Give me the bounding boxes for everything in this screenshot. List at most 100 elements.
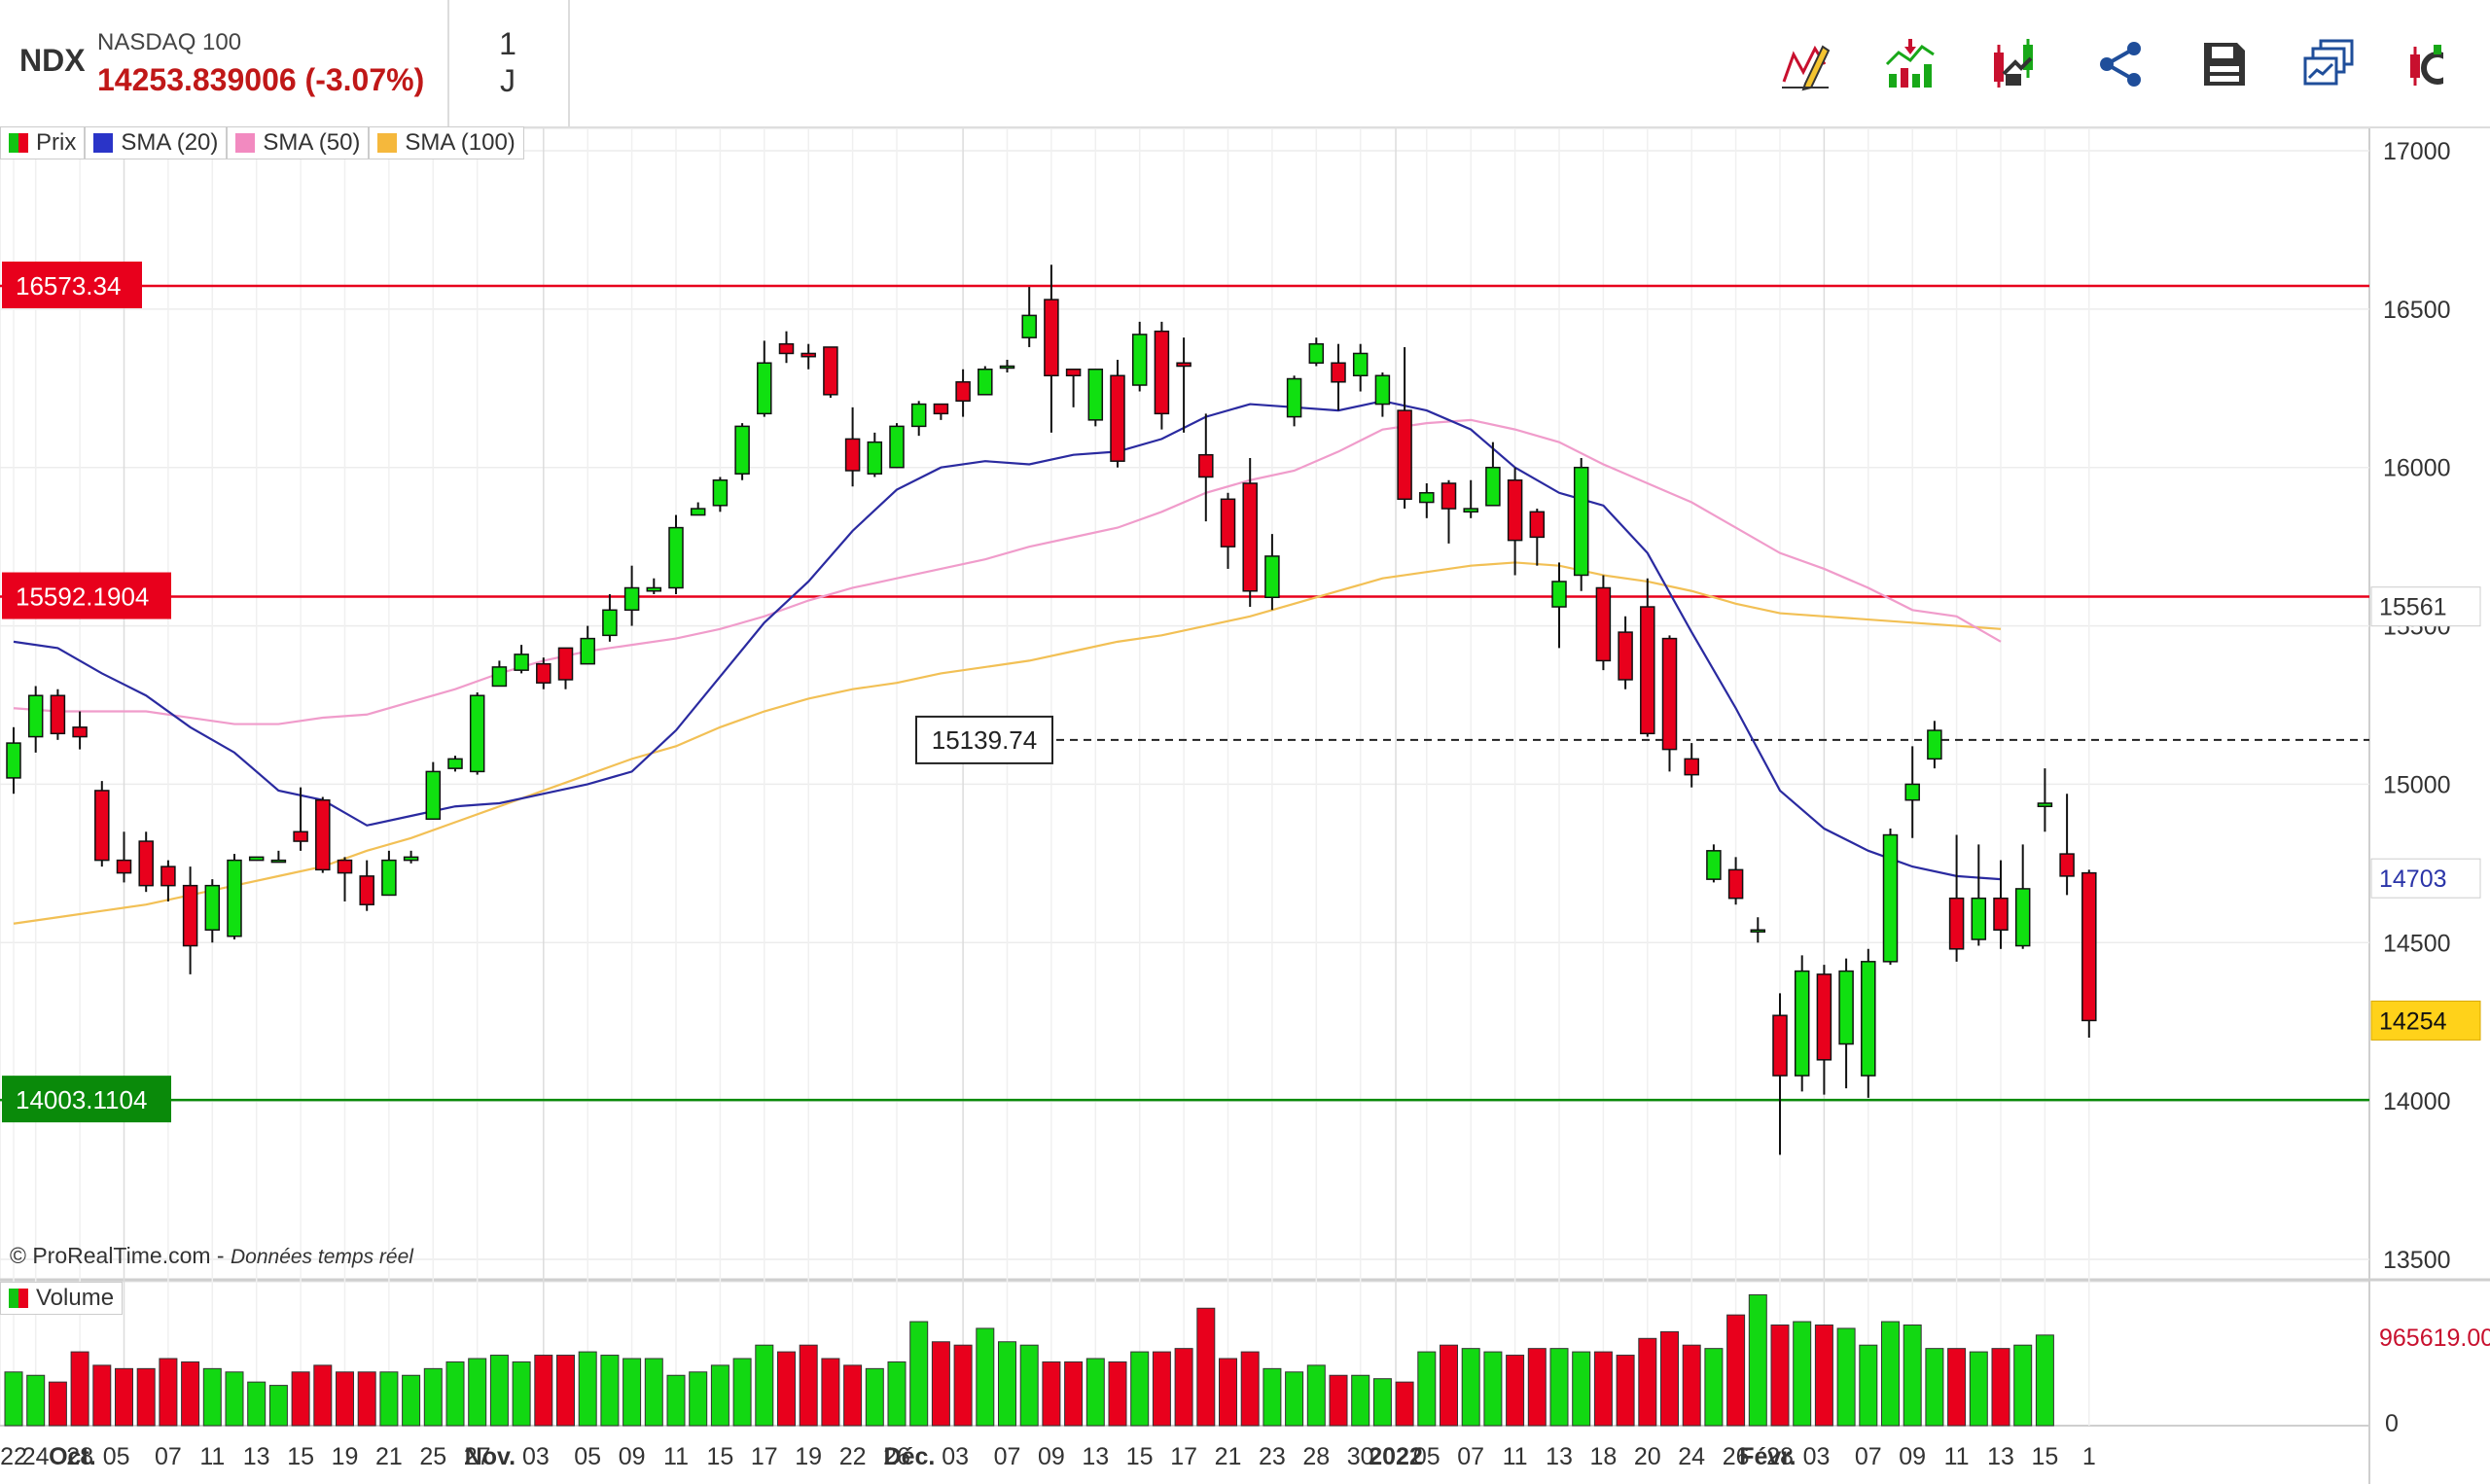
volume-bar <box>247 1381 267 1427</box>
x-tick-label: 17 <box>1170 1443 1197 1470</box>
volume-bar <box>1152 1351 1171 1427</box>
x-tick-label: 22 <box>839 1443 867 1470</box>
volume-bar <box>1506 1355 1525 1427</box>
candle-body <box>1618 631 1633 681</box>
volume-bar <box>445 1360 465 1427</box>
drawing-tools-button[interactable] <box>1776 35 1834 93</box>
settings-button[interactable] <box>2404 35 2443 93</box>
drawing-tools-icon <box>1782 45 1831 91</box>
candle <box>1485 442 1501 507</box>
candle <box>1661 635 1678 772</box>
legend-item-volume[interactable]: Volume <box>0 1282 124 1315</box>
candle <box>580 625 595 665</box>
volume-bar <box>423 1367 443 1427</box>
x-tick-label: 11 <box>199 1443 225 1470</box>
x-tick-label: 18 <box>1589 1443 1617 1470</box>
legend-item-sma20[interactable]: SMA (20) <box>85 126 228 159</box>
candle-body <box>1154 330 1170 415</box>
volume-bar <box>732 1358 752 1427</box>
legend-item-price[interactable]: Prix <box>0 126 86 159</box>
candle <box>6 726 21 795</box>
volume-bar <box>1682 1344 1701 1427</box>
legend-item-sma50[interactable]: SMA (50) <box>227 126 370 159</box>
trading-button[interactable] <box>1986 35 2045 93</box>
volume-bar <box>268 1385 288 1427</box>
candle-body <box>1441 482 1457 510</box>
level-label: 15592.1904 <box>16 583 149 612</box>
candle-body <box>182 884 198 947</box>
x-tick-label: Févr. 03 <box>1739 1443 1830 1470</box>
candle <box>315 796 331 873</box>
candle-body <box>72 726 88 738</box>
candle-body <box>293 830 308 842</box>
candle <box>1397 346 1412 510</box>
legend-label: Prix <box>36 129 77 156</box>
legend-item-sma100[interactable]: SMA (100) <box>369 126 524 159</box>
volume-bar <box>1859 1344 1878 1427</box>
volume-bar <box>357 1371 376 1427</box>
candle-body <box>1706 850 1722 880</box>
candle <box>757 340 772 417</box>
volume-bar <box>799 1344 818 1427</box>
volume-bar <box>1483 1351 1503 1427</box>
candle-body <box>1794 970 1810 1077</box>
candle-body <box>514 654 529 671</box>
candle-body <box>2014 888 2031 947</box>
symbol[interactable]: NDX <box>19 43 86 78</box>
candle <box>867 432 883 477</box>
candle <box>557 647 574 689</box>
y-tick-label: 14500 <box>2383 930 2451 957</box>
period-selector[interactable]: 1 J <box>449 25 566 99</box>
candle-body <box>1772 1014 1788 1077</box>
volume-bar <box>1969 1351 1988 1427</box>
indicators-button[interactable] <box>1881 35 1939 93</box>
volume-bar <box>1108 1360 1127 1427</box>
candle-body <box>381 859 397 897</box>
candle <box>1772 993 1788 1155</box>
candle-body <box>1948 897 1965 950</box>
candle <box>2081 869 2097 1038</box>
candle <box>204 879 221 943</box>
volume-bar <box>1903 1325 1922 1427</box>
candle-body <box>712 478 729 507</box>
candle <box>2014 844 2031 949</box>
x-tick-label: 07 <box>155 1443 182 1470</box>
x-tick-label: 15 <box>706 1443 733 1470</box>
volume-bar <box>181 1360 200 1427</box>
save-button[interactable] <box>2194 35 2253 93</box>
candle <box>1882 829 1899 966</box>
volume-bar <box>865 1367 884 1427</box>
volume-bar <box>710 1364 729 1427</box>
candle-body <box>1485 466 1501 507</box>
multi-chart-button[interactable] <box>2299 35 2358 93</box>
share-button[interactable] <box>2091 35 2150 93</box>
candle-body <box>933 403 949 415</box>
candle-body <box>1661 637 1678 751</box>
volume-bar <box>136 1367 156 1427</box>
candle-body <box>2059 853 2075 877</box>
candle-body <box>469 694 485 773</box>
y-tick-label: 16000 <box>2383 455 2451 482</box>
volume-legend: Volume <box>0 1282 124 1315</box>
volume-bar <box>402 1374 421 1427</box>
volume-bar <box>1881 1321 1900 1427</box>
volume-bar <box>1351 1374 1370 1427</box>
candle-body <box>999 365 1015 370</box>
volume-bar <box>1549 1348 1569 1427</box>
candle <box>1618 616 1633 689</box>
volume-bar <box>1748 1293 1767 1427</box>
candle-body <box>94 790 110 862</box>
x-tick-label: 17 <box>751 1443 778 1470</box>
candle <box>978 366 993 396</box>
volume-bar <box>1991 1348 2010 1427</box>
candle-body <box>1551 581 1567 608</box>
candle <box>425 761 442 821</box>
volume-bar <box>1019 1344 1039 1427</box>
attribution-source[interactable]: © ProRealTime.com <box>10 1243 211 1268</box>
candle <box>469 691 485 775</box>
candle-body <box>844 438 861 472</box>
chart-header: NDX NASDAQ 100 14253.839006 (-3.07%) 1 J <box>0 0 2490 128</box>
volume-bar <box>1372 1378 1392 1427</box>
candle <box>381 850 397 897</box>
